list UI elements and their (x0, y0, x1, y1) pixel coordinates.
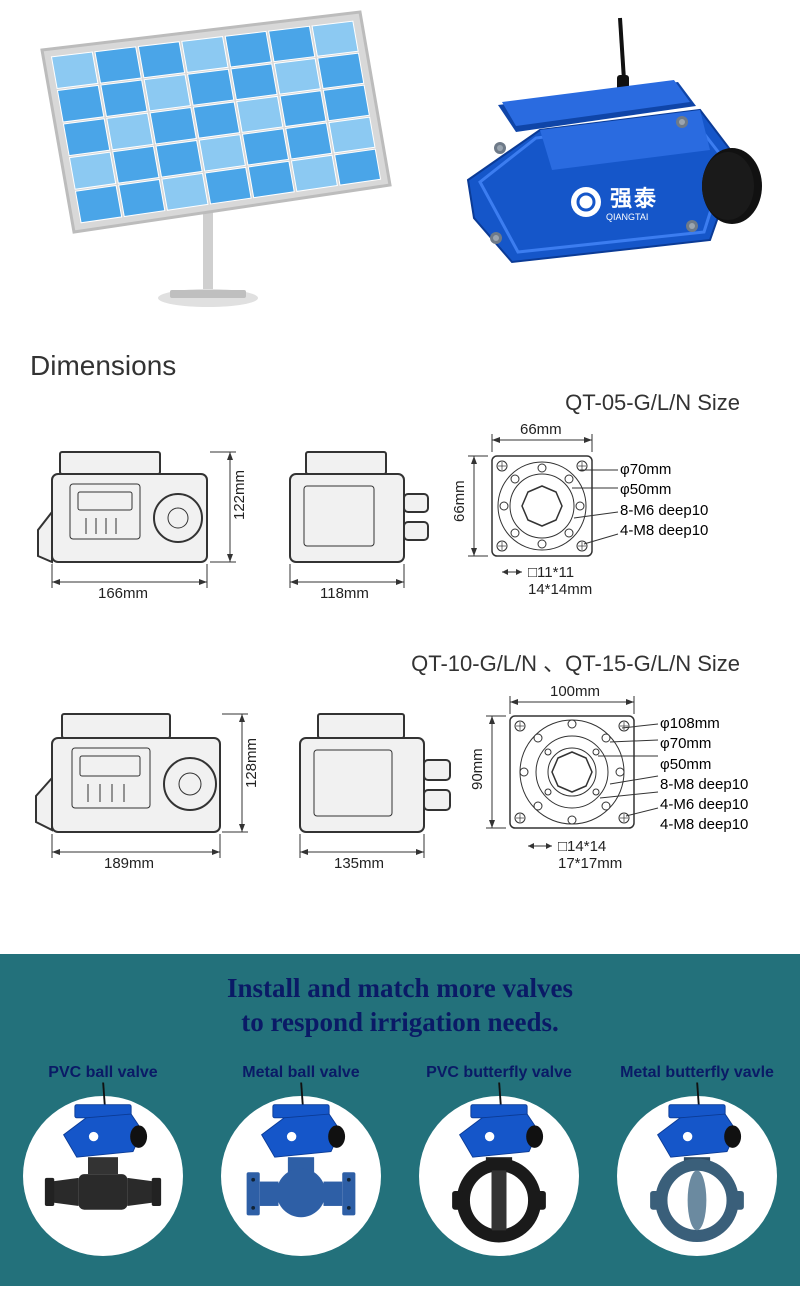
row2-drive2: 17*17mm (558, 855, 622, 872)
install-banner: Install and match more valves to respond… (0, 954, 800, 1054)
spec-item: 4-M6 deep10 (660, 795, 748, 815)
row1-flange-specs: φ70mm φ50mm 8-M6 deep10 4-M8 deep10 (620, 422, 708, 541)
spec-item: φ50mm (620, 480, 708, 500)
valve-label: PVC butterfly valve (404, 1064, 594, 1082)
valve-image (419, 1096, 579, 1256)
valve-label: PVC ball valve (8, 1064, 198, 1082)
row2-side-height: 128mm (243, 738, 260, 788)
valve-image (617, 1096, 777, 1256)
valve-image (23, 1096, 183, 1256)
row1-flange-w: 66mm (520, 422, 562, 438)
valve-image (221, 1096, 381, 1256)
row1-side-height: 122mm (231, 470, 248, 520)
row2-size-title: QT-10-G/L/N 、QT-15-G/L/N Size (30, 646, 770, 678)
row1-back-view: 118mm (270, 422, 440, 602)
actuator-product-image: 强 泰 QIANGTAI (420, 10, 780, 320)
row2-back-width: 135mm (334, 855, 384, 872)
dim-row-1: 166mm 122mm (30, 422, 770, 622)
row1-drive1: □11*11 (528, 564, 574, 581)
banner-line2: to respond irrigation needs. (10, 1006, 790, 1040)
row2-flange-specs: φ108mm φ70mm φ50mm 8-M8 deep10 4-M6 deep… (660, 684, 748, 836)
spec-item: φ50mm (660, 755, 748, 775)
spec-item: 8-M8 deep10 (660, 775, 748, 795)
brand-char1: 强 (610, 186, 632, 211)
row1-side-width: 166mm (98, 585, 148, 602)
row2-side-width: 189mm (104, 855, 154, 872)
spec-item: φ70mm (660, 734, 748, 754)
row1-flange-h: 66mm (451, 480, 468, 522)
row2-drive1: □14*14 (558, 838, 606, 855)
banner-line1: Install and match more valves (10, 972, 790, 1006)
brand-sub: QIANGTAI (606, 212, 648, 222)
spec-item: 8-M6 deep10 (620, 501, 708, 521)
dim-row-2: 189mm 128mm (30, 684, 770, 904)
row2-back-view: 135mm (280, 684, 460, 874)
dimensions-heading: Dimensions (30, 350, 770, 382)
spec-item: 4-M8 deep10 (660, 815, 748, 835)
row1-size-title: QT-05-G/L/N Size (30, 390, 770, 416)
valve-col: Metal butterfly vavle (602, 1064, 792, 1256)
row1-drive2: 14*14mm (528, 581, 592, 598)
dimensions-section: Dimensions QT-05-G/L/N Size (0, 340, 800, 954)
valve-col: Metal ball valve (206, 1064, 396, 1256)
row1-side-view: 166mm 122mm (30, 422, 260, 602)
solar-panel-image (20, 10, 400, 320)
row1-flange-view: 66mm 66mm (450, 422, 708, 622)
valve-col: PVC ball valve (8, 1064, 198, 1256)
valve-label: Metal butterfly vavle (602, 1064, 792, 1082)
valves-grid: PVC ball valve Metal ball valve (0, 1054, 800, 1286)
brand-char2: 泰 (633, 186, 657, 211)
row2-flange-h: 90mm (470, 748, 486, 790)
row2-flange-view: 100mm 90mm (470, 684, 748, 904)
row2-side-view: 189mm 128mm (30, 684, 270, 874)
spec-item: 4-M8 deep10 (620, 521, 708, 541)
valve-col: PVC butterfly valve (404, 1064, 594, 1256)
valve-label: Metal ball valve (206, 1064, 396, 1082)
spec-item: φ108mm (660, 714, 748, 734)
spec-item: φ70mm (620, 460, 708, 480)
row1-back-width: 118mm (320, 585, 369, 602)
hero-row: 强 泰 QIANGTAI (0, 0, 800, 340)
row2-flange-w: 100mm (550, 684, 600, 700)
